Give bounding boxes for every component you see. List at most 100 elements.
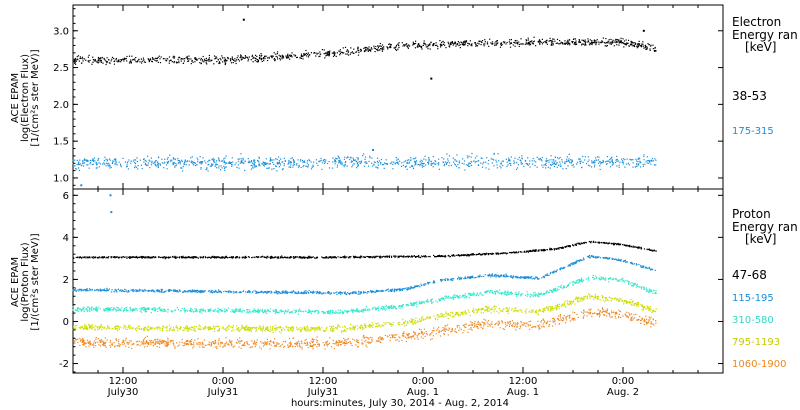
- electron-point: [126, 162, 128, 164]
- electron-point: [310, 161, 312, 163]
- electron-point: [478, 160, 480, 162]
- electron-point: [464, 40, 466, 42]
- electron-point: [98, 162, 100, 164]
- electron-point: [464, 169, 466, 171]
- electron-point: [223, 158, 225, 160]
- proton-point: [402, 256, 404, 258]
- electron-point: [380, 158, 383, 161]
- proton-point: [394, 290, 396, 292]
- electron-point: [627, 42, 629, 44]
- electron-point: [307, 52, 309, 54]
- electron-point: [344, 46, 347, 48]
- electron-point: [197, 161, 199, 163]
- proton-point: [215, 289, 217, 292]
- proton-point: [525, 250, 528, 252]
- proton-point: [222, 256, 224, 258]
- electron-point: [134, 161, 136, 163]
- proton-point: [225, 256, 227, 258]
- electron-point: [379, 45, 381, 47]
- proton-point: [299, 292, 302, 294]
- proton-point: [121, 257, 123, 259]
- proton-point: [363, 292, 365, 294]
- proton-point: [631, 263, 633, 265]
- electron-point: [533, 40, 535, 42]
- proton-point: [258, 310, 260, 312]
- electron-point: [406, 159, 408, 161]
- electron-point: [500, 167, 502, 169]
- electron-point: [626, 163, 628, 165]
- electron-point: [167, 160, 169, 162]
- proton-point: [503, 252, 505, 254]
- proton-point: [378, 290, 380, 292]
- proton-point: [335, 292, 337, 294]
- proton-point: [117, 256, 119, 259]
- electron-point: [254, 166, 256, 168]
- electron-point: [317, 164, 319, 166]
- proton-point: [637, 247, 639, 249]
- proton-point: [494, 275, 496, 277]
- electron-point: [351, 166, 353, 168]
- electron-point: [605, 45, 607, 47]
- electron-point: [157, 164, 159, 166]
- electron-point: [332, 157, 334, 159]
- electron-point: [583, 40, 585, 42]
- electron-point: [171, 61, 173, 63]
- electron-point: [137, 60, 139, 62]
- electron-point: [588, 159, 590, 161]
- electron-point: [548, 161, 550, 163]
- proton-point: [420, 285, 423, 287]
- proton-point: [316, 292, 318, 295]
- electron-point: [96, 164, 98, 166]
- proton-point: [521, 251, 523, 253]
- proton-point: [580, 279, 582, 281]
- proton-point: [562, 247, 564, 249]
- electron-point: [424, 43, 426, 45]
- proton-point: [74, 288, 77, 290]
- electron-point: [209, 159, 211, 161]
- electron-point: [368, 46, 370, 48]
- proton-point: [272, 257, 274, 259]
- proton-point: [274, 292, 276, 294]
- electron-point: [155, 60, 157, 62]
- electron-point: [424, 155, 426, 157]
- electron-point: [349, 53, 351, 55]
- electron-point: [479, 40, 481, 42]
- electron-point: [545, 164, 547, 166]
- electron-point: [609, 159, 611, 161]
- proton-point: [337, 312, 339, 314]
- electron-point: [615, 42, 617, 44]
- proton-point: [418, 285, 420, 287]
- electron-point: [248, 160, 250, 162]
- electron-point: [423, 42, 425, 44]
- proton-point: [106, 309, 108, 311]
- electron-point: [355, 161, 357, 163]
- proton-point: [648, 266, 650, 268]
- proton-point: [535, 276, 537, 278]
- electron-point: [609, 41, 611, 43]
- proton-point: [416, 301, 418, 303]
- electron-point: [288, 159, 290, 162]
- proton-point: [141, 256, 143, 258]
- electron-point: [301, 159, 304, 162]
- electron-point: [389, 47, 391, 49]
- electron-point: [209, 165, 211, 167]
- electron-point: [127, 161, 129, 163]
- proton-point: [566, 245, 568, 247]
- proton-point: [527, 276, 530, 278]
- electron-point: [276, 158, 278, 160]
- proton-point: [286, 292, 288, 294]
- proton-point: [204, 290, 206, 292]
- proton-point: [191, 256, 193, 258]
- electron-point: [582, 161, 584, 163]
- proton-point: [187, 290, 189, 292]
- proton-point: [317, 291, 319, 293]
- electron-point: [553, 162, 555, 164]
- electron-point: [254, 164, 256, 167]
- electron-point: [551, 161, 553, 163]
- proton-point: [448, 255, 450, 257]
- proton-point: [533, 277, 535, 279]
- proton-point: [126, 310, 128, 312]
- proton-point: [143, 290, 145, 292]
- proton-point: [578, 280, 581, 283]
- electron-point: [79, 163, 82, 165]
